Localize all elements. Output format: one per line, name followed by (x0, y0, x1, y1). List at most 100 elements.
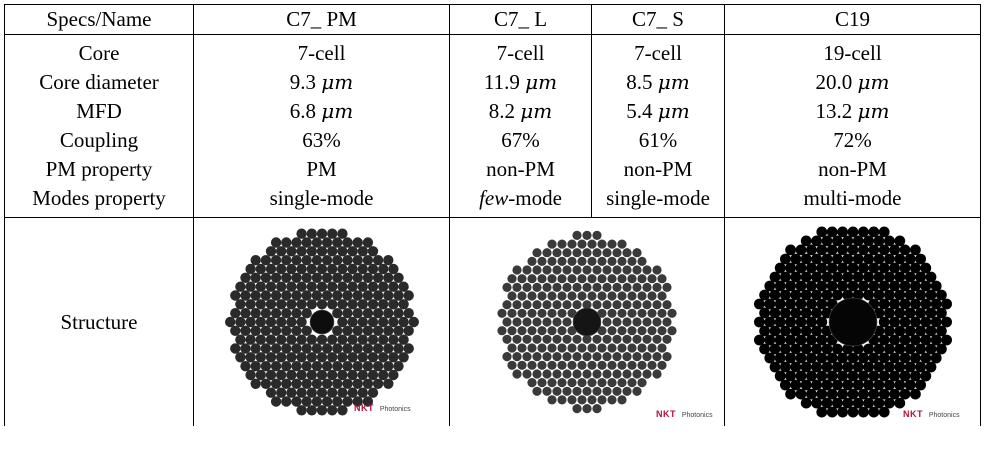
fiber-capillary (925, 325, 936, 337)
fiber-capillary (883, 379, 895, 391)
fiber-capillary (270, 378, 281, 389)
fiber-capillary (497, 326, 507, 336)
fiber-capillary (326, 263, 337, 275)
fiber-capillary (295, 299, 307, 310)
fiber-capillary (592, 300, 602, 310)
fiber-capillary (836, 226, 848, 238)
table-cell: 6.8 μm (193, 97, 450, 126)
fiber-capillary (367, 316, 378, 328)
fiber-capillary (542, 248, 552, 258)
table-cell: 9.3 μm (193, 68, 450, 97)
fiber-capillary (336, 352, 348, 363)
fiber-capillary (557, 239, 567, 249)
fiber-capillary (647, 274, 657, 284)
fiber-capillary (301, 290, 312, 301)
fiber-capillary (255, 281, 266, 292)
fiber-capillary (290, 255, 302, 266)
fiber-capillary (805, 370, 817, 382)
fiber-capillary (527, 256, 537, 266)
unit-label: μm (657, 70, 690, 94)
fiber-capillary (572, 265, 582, 275)
fiber-capillary (552, 352, 562, 362)
fiber-cross-section-image (753, 226, 952, 418)
fiber-capillary (878, 244, 890, 256)
fiber-capillary (899, 262, 910, 274)
fiber-capillary (909, 316, 921, 328)
fiber-capillary (537, 378, 547, 388)
fiber-capillary (784, 370, 796, 382)
fiber-capillary (826, 244, 838, 256)
fiber-capillary (810, 253, 822, 265)
fiber-capillary (572, 369, 582, 379)
fiber-capillary (657, 360, 667, 370)
fiber-capillary (878, 334, 890, 346)
fiber-capillary (352, 237, 363, 248)
fiber-capillary (789, 253, 801, 265)
fiber-capillary (557, 308, 567, 318)
fiber-capillary (795, 298, 806, 310)
fiber-capillary (311, 343, 322, 354)
fiber-core (309, 309, 334, 335)
fiber-capillary (331, 237, 342, 248)
fiber-capillary (372, 290, 383, 301)
fiber-capillary (290, 325, 302, 336)
fiber-capillary (904, 271, 916, 283)
fiber-capillary (295, 228, 307, 239)
fiber-capillary (597, 378, 607, 388)
fiber-capillary (326, 299, 337, 310)
logo-text: NKT (903, 409, 923, 419)
fiber-capillary (362, 255, 373, 266)
fiber-capillary (857, 388, 869, 400)
fiber-capillary (341, 255, 353, 266)
fiber-capillary (567, 256, 577, 266)
fiber-capillary (617, 308, 627, 318)
fiber-capillary (532, 317, 542, 327)
unit-label: μm (321, 70, 354, 94)
fiber-capillary (662, 282, 672, 292)
logo-subtext: Photonics (928, 412, 960, 419)
fiber-capillary (587, 360, 597, 370)
fiber-capillary (357, 299, 368, 310)
fiber-capillary (607, 378, 617, 388)
table-cell: 8.2 μm (449, 97, 592, 126)
plain-text: -mode (508, 186, 562, 210)
value-number: 13.2 (815, 99, 853, 123)
fiber-capillary (904, 325, 916, 337)
fiber-capillary (612, 265, 622, 275)
fiber-capillary (841, 271, 853, 283)
fiber-capillary (821, 271, 832, 283)
fiber-capillary (592, 248, 602, 258)
fiber-capillary (873, 271, 884, 283)
table-row: MFD 6.8 μm 8.2 μm 5.4 μm 13.2 μm (4, 97, 981, 126)
fiber-capillary (935, 325, 947, 337)
fiber-capillary (362, 272, 373, 283)
fiber-capillary (270, 361, 281, 372)
fiber-capillary (321, 237, 332, 248)
fiber-capillary (532, 334, 542, 344)
table-cell: single-mode (193, 184, 450, 218)
fiber-capillary (316, 352, 327, 363)
fiber-capillary (357, 369, 368, 381)
fiber-capillary (331, 378, 342, 389)
fiber-capillary (285, 246, 297, 257)
fiber-capillary (537, 274, 547, 284)
fiber-capillary (326, 281, 337, 292)
fiber-capillary (607, 308, 617, 318)
fiber-capillary (542, 300, 552, 310)
fiber-capillary (352, 272, 363, 283)
fiber-capillary (250, 343, 261, 354)
fiber-capillary (769, 307, 780, 319)
fiber-capillary (800, 361, 812, 373)
fiber-capillary (919, 280, 931, 292)
unit-label: μm (520, 99, 553, 123)
fiber-capillary (810, 235, 822, 247)
fiber-capillary (602, 334, 612, 344)
fiber-capillary (873, 379, 884, 391)
fiber-capillary (280, 325, 291, 336)
fiber-capillary (597, 395, 607, 405)
fiber-capillary (577, 256, 587, 266)
fiber-capillary (637, 360, 647, 370)
fiber-capillary (878, 316, 890, 328)
fiber-capillary (815, 406, 827, 418)
fiber-capillary (326, 228, 337, 239)
